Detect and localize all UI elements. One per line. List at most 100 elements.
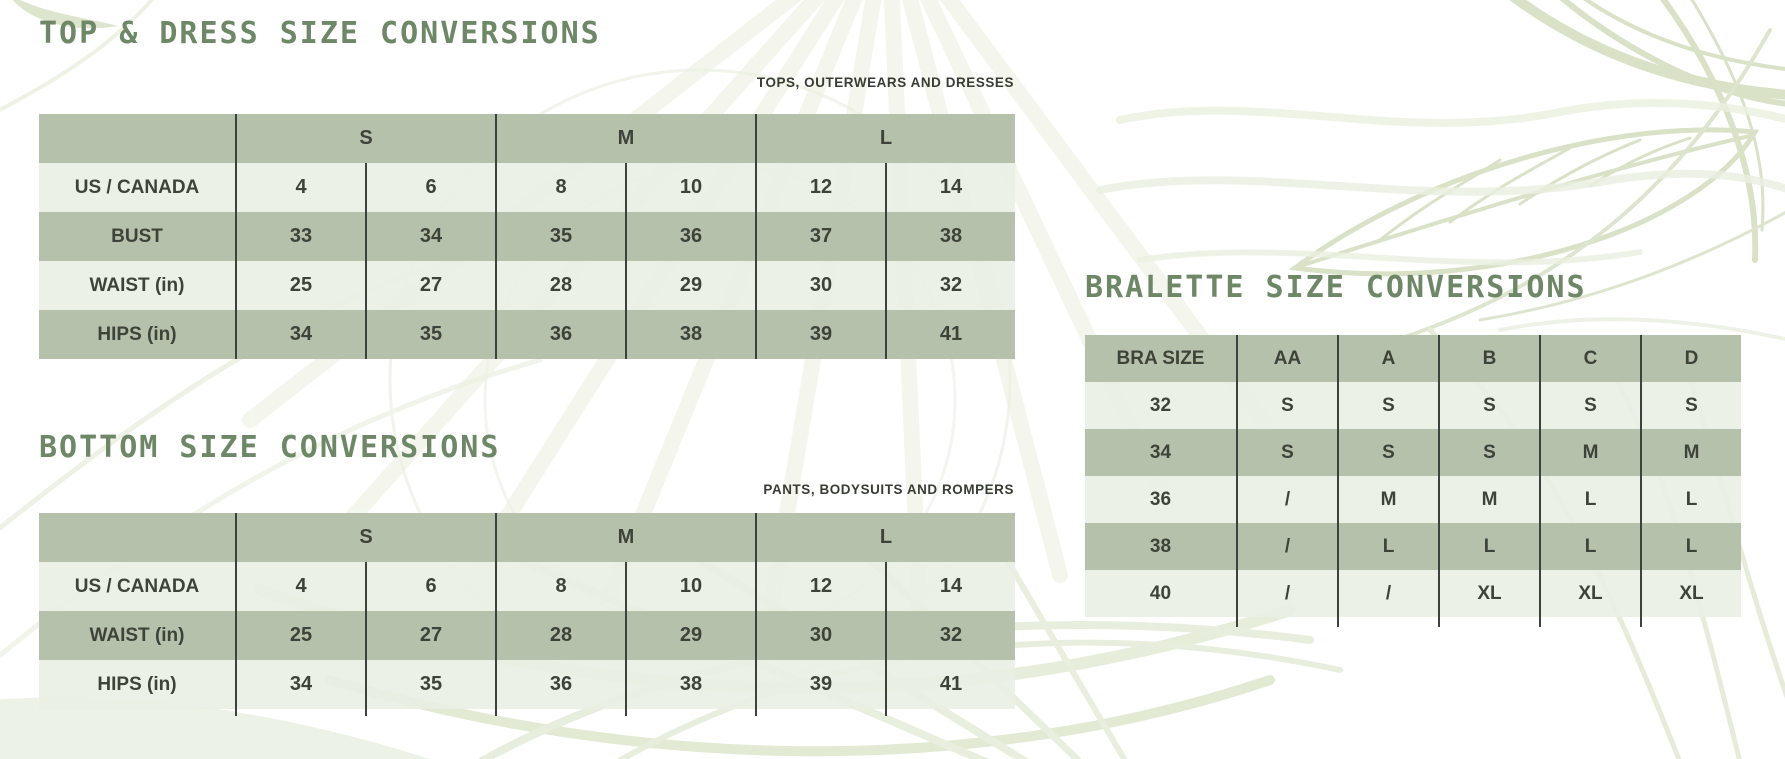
divider-stub <box>39 709 235 716</box>
size-cell: XL <box>1640 570 1741 617</box>
size-cell: M <box>1337 476 1438 523</box>
size-cell: 4 <box>235 562 365 611</box>
size-cell: 4 <box>235 163 365 212</box>
table-corner-cell <box>39 513 235 562</box>
size-cell: M <box>1539 429 1640 476</box>
row-label: HIPS (in) <box>39 660 235 709</box>
size-cell: 41 <box>885 310 1015 359</box>
divider-stub <box>755 709 885 716</box>
column-header: B <box>1438 335 1539 382</box>
size-cell: 39 <box>755 660 885 709</box>
size-cell: 36 <box>495 310 625 359</box>
size-cell: 6 <box>365 163 495 212</box>
size-cell: 35 <box>365 310 495 359</box>
size-cell: / <box>1236 523 1337 570</box>
row-label: 34 <box>1085 429 1236 476</box>
size-cell: 10 <box>625 163 755 212</box>
row-label: 38 <box>1085 523 1236 570</box>
size-cell: 33 <box>235 212 365 261</box>
size-cell: L <box>1337 523 1438 570</box>
divider-stub <box>235 709 365 716</box>
size-cell: 29 <box>625 611 755 660</box>
row-label: US / CANADA <box>39 562 235 611</box>
size-cell: S <box>1337 429 1438 476</box>
row-label: HIPS (in) <box>39 310 235 359</box>
size-cell: XL <box>1539 570 1640 617</box>
size-cell: L <box>1539 523 1640 570</box>
divider-stub <box>365 709 495 716</box>
row-label: 40 <box>1085 570 1236 617</box>
size-cell: L <box>1640 523 1741 570</box>
size-cell: 12 <box>755 163 885 212</box>
size-cell: XL <box>1438 570 1539 617</box>
size-cell: L <box>1438 523 1539 570</box>
divider-stub <box>1539 617 1640 627</box>
size-cell: 25 <box>235 261 365 310</box>
size-group-header: S <box>235 114 495 163</box>
size-cell: 6 <box>365 562 495 611</box>
row-label: US / CANADA <box>39 163 235 212</box>
size-cell: S <box>1539 382 1640 429</box>
size-cell: 30 <box>755 261 885 310</box>
divider-stub <box>495 709 625 716</box>
size-cell: 34 <box>365 212 495 261</box>
bralette-size-table: BRA SIZE AA A B C D 32 S S S S S 34 S S … <box>1085 335 1741 627</box>
size-cell: 39 <box>755 310 885 359</box>
size-cell: / <box>1337 570 1438 617</box>
row-label: BUST <box>39 212 235 261</box>
size-cell: 32 <box>885 261 1015 310</box>
size-cell: 27 <box>365 611 495 660</box>
size-group-header: L <box>755 513 1015 562</box>
column-header: A <box>1337 335 1438 382</box>
size-cell: 35 <box>495 212 625 261</box>
column-header: C <box>1539 335 1640 382</box>
row-label: 36 <box>1085 476 1236 523</box>
size-cell: 34 <box>235 310 365 359</box>
bottom-subtitle: PANTS, BODYSUITS AND ROMPERS <box>763 481 1014 497</box>
size-cell: S <box>1640 382 1741 429</box>
top-dress-size-table: S M L US / CANADA 4 6 8 10 12 14 BUST 33… <box>39 114 1015 359</box>
size-cell: 14 <box>885 163 1015 212</box>
size-cell: S <box>1236 382 1337 429</box>
size-cell: 25 <box>235 611 365 660</box>
column-header: AA <box>1236 335 1337 382</box>
divider-stub <box>885 709 1015 716</box>
size-cell: 8 <box>495 163 625 212</box>
size-cell: 41 <box>885 660 1015 709</box>
row-label: WAIST (in) <box>39 611 235 660</box>
bottom-size-table: S M L US / CANADA 4 6 8 10 12 14 WAIST (… <box>39 513 1015 716</box>
column-header: BRA SIZE <box>1085 335 1236 382</box>
size-cell: S <box>1236 429 1337 476</box>
size-cell: 32 <box>885 611 1015 660</box>
table-corner-cell <box>39 114 235 163</box>
size-cell: M <box>1640 429 1741 476</box>
divider-stub <box>1236 617 1337 627</box>
row-label: 32 <box>1085 382 1236 429</box>
size-cell: M <box>1438 476 1539 523</box>
size-cell: 36 <box>495 660 625 709</box>
top-dress-title: TOP & DRESS SIZE CONVERSIONS <box>39 16 601 51</box>
size-cell: / <box>1236 570 1337 617</box>
size-cell: 12 <box>755 562 885 611</box>
size-cell: 34 <box>235 660 365 709</box>
size-cell: 8 <box>495 562 625 611</box>
size-cell: 38 <box>885 212 1015 261</box>
size-cell: 28 <box>495 611 625 660</box>
divider-stub <box>625 709 755 716</box>
divider-stub <box>1640 617 1741 627</box>
size-cell: 36 <box>625 212 755 261</box>
size-cell: 29 <box>625 261 755 310</box>
bralette-title: BRALETTE SIZE CONVERSIONS <box>1085 270 1587 305</box>
size-cell: 28 <box>495 261 625 310</box>
size-cell: / <box>1236 476 1337 523</box>
divider-stub <box>1085 617 1236 627</box>
size-cell: 14 <box>885 562 1015 611</box>
size-cell: 37 <box>755 212 885 261</box>
size-cell: S <box>1337 382 1438 429</box>
size-cell: 10 <box>625 562 755 611</box>
size-group-header: L <box>755 114 1015 163</box>
divider-stub <box>1337 617 1438 627</box>
divider-stub <box>1438 617 1539 627</box>
row-label: WAIST (in) <box>39 261 235 310</box>
